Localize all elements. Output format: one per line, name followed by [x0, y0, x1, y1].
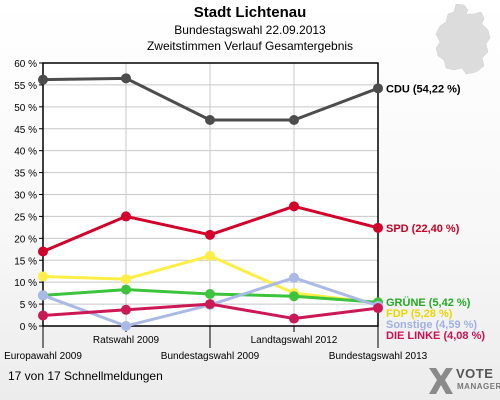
- series-end-label: Sonstige (4,59 %): [386, 319, 477, 331]
- data-point: [373, 303, 383, 314]
- data-point: [205, 229, 215, 240]
- data-point: [289, 291, 299, 302]
- x-tick-label: Bundestagswahl 2009: [161, 351, 260, 362]
- logo-word-vote: VOTE: [456, 366, 494, 381]
- data-point: [289, 114, 299, 125]
- series-end-label: DIE LINKE (4,08 %): [386, 330, 485, 342]
- y-tick-label: 15 %: [14, 256, 37, 267]
- data-point: [205, 250, 215, 261]
- y-tick-label: 20 %: [14, 234, 37, 245]
- y-tick-label: 45 %: [14, 125, 37, 136]
- y-tick-label: 40 %: [14, 147, 37, 158]
- series-end-label: FDP (5,28 %): [386, 308, 453, 320]
- y-tick-label: 10 %: [14, 278, 37, 289]
- data-point: [121, 304, 131, 315]
- data-point: [38, 310, 48, 321]
- chart-subtitle-election: Bundestagswahl 22.09.2013: [174, 23, 326, 37]
- series-end-label: SPD (22,40 %): [386, 223, 460, 235]
- x-tick-label: Bundestagswahl 2013: [329, 351, 428, 362]
- data-point: [205, 114, 215, 125]
- data-point: [121, 284, 131, 295]
- data-point: [121, 321, 131, 331]
- data-point: [373, 83, 383, 94]
- data-point: [289, 201, 299, 212]
- series-end-label: GRÜNE (5,42 %): [386, 296, 471, 309]
- data-point: [38, 271, 48, 282]
- data-point: [38, 246, 48, 257]
- logo-word-manager: MANAGER: [457, 382, 500, 391]
- y-tick-label: 35 %: [14, 169, 37, 180]
- data-point: [205, 289, 215, 300]
- data-point: [205, 299, 215, 310]
- y-tick-label: 5 %: [20, 300, 37, 311]
- data-point: [38, 290, 48, 301]
- x-tick-label: Landtagswahl 2012: [251, 335, 338, 346]
- data-point: [121, 274, 131, 285]
- x-logo-icon: [429, 368, 453, 394]
- chart-title: Stadt Lichtenau: [193, 4, 307, 21]
- y-tick-label: 50 %: [14, 103, 37, 114]
- germany-map-icon: [435, 3, 491, 75]
- series-end-label: CDU (54,22 %): [386, 83, 461, 95]
- x-tick-label: Europawahl 2009: [4, 351, 82, 362]
- y-tick-label: 25 %: [14, 212, 37, 223]
- y-tick-label: 0 %: [20, 322, 37, 333]
- y-tick-label: 55 %: [14, 81, 37, 92]
- data-point: [289, 272, 299, 283]
- data-point: [38, 74, 48, 85]
- y-tick-label: 30 %: [14, 191, 37, 202]
- report-status-text: 17 von 17 Schnellmeldungen: [8, 369, 163, 383]
- x-tick-label: Ratswahl 2009: [93, 335, 160, 346]
- data-point: [289, 313, 299, 324]
- data-point: [121, 73, 131, 84]
- chart-subtitle-description: Zweitstimmen Verlauf Gesamtergebnis: [146, 39, 354, 53]
- data-point: [373, 222, 383, 233]
- data-point: [121, 211, 131, 222]
- vote-manager-logo: VOTE MANAGER: [426, 364, 500, 398]
- y-tick-label: 60 %: [14, 59, 37, 70]
